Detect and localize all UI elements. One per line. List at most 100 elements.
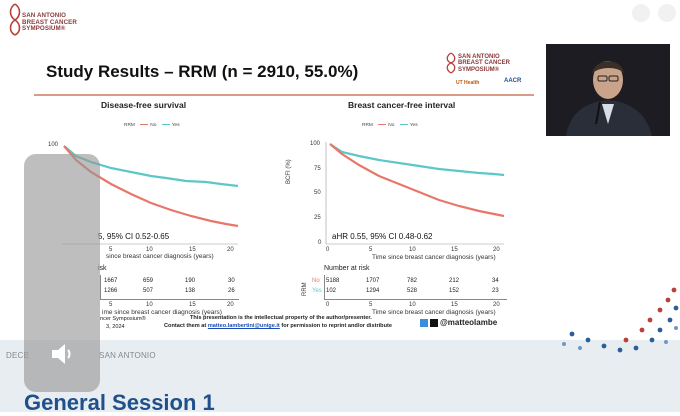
sabcs-ribbon-icon (9, 3, 21, 36)
twitter-icon (420, 318, 428, 327)
risk-cell: 26 (228, 288, 235, 294)
handle-text: @matteolambe (440, 318, 498, 327)
risk-cell: 659 (143, 278, 154, 284)
risk-cell: 5188 (326, 278, 340, 284)
risk-table (324, 275, 507, 300)
risk-table-title: isk (98, 265, 107, 272)
aacr-logo: AACR (504, 78, 522, 84)
footer-left-line: ncer Symposium® (100, 316, 146, 322)
hazard-ratio-text: aHR 0.55, 95% CI 0.48-0.62 (332, 232, 433, 241)
volume-icon[interactable] (48, 340, 76, 368)
logo-line: BREAST CANCER (22, 18, 77, 26)
risk-cell: 30 (228, 278, 235, 284)
speaker-figure (546, 44, 670, 136)
x-tick-label: 10 (409, 302, 416, 308)
banner-dateline: DECE SAN ANTONIO (6, 351, 156, 360)
y-tick-label: 100 (310, 141, 321, 147)
title-divider (34, 94, 534, 96)
copyright-line: Contact them at matteo.lambertini@unige.… (164, 323, 392, 329)
chart-legend: RRM No Yes (362, 123, 418, 128)
logo-line: SAN ANTONIO (22, 12, 67, 19)
session-title: General Session 1 (24, 390, 215, 415)
risk-axis-label: RRM (302, 282, 308, 296)
x-tick-label: 0 (326, 302, 330, 308)
x-tick-label: 20 (493, 247, 500, 253)
legend-label: RRM (362, 123, 373, 128)
footer-left-line: 3, 2024 (106, 324, 125, 330)
logo-line: BREAST CANCER (458, 60, 511, 67)
y-tick-label: 100 (48, 142, 59, 148)
x-axis-label: Time since breast cancer diagnosis (year… (372, 309, 496, 316)
risk-cell: 1266 (104, 288, 118, 294)
x-tick-label: 0 (326, 247, 330, 253)
volume-overlay[interactable] (24, 154, 100, 392)
x-tick-label: 10 (146, 247, 153, 253)
risk-table-title: Number at risk (324, 265, 370, 272)
risk-cell: 190 (185, 278, 196, 284)
y-tick-label: 0 (318, 240, 322, 246)
risk-row-label-no: No (312, 278, 320, 284)
chart-title: Breast cancer-free interval (348, 100, 456, 110)
x-tick-label: 5 (369, 302, 373, 308)
fullscreen-icon[interactable] (658, 4, 676, 22)
x-tick-label: 20 (227, 302, 234, 308)
risk-cell: 1294 (366, 288, 380, 294)
x-axis-label: since breast cancer diagnosis (years) (106, 253, 214, 260)
risk-cell: 528 (407, 288, 418, 294)
risk-row-label-yes: Yes (312, 288, 322, 294)
x-tick-label: 5 (109, 247, 113, 253)
x-tick-label: 5 (109, 302, 113, 308)
copyright-text: Contact them at (164, 323, 208, 329)
legend-no: No (150, 123, 157, 128)
legend-swatch-no (378, 123, 387, 126)
legend-swatch-no (140, 123, 149, 126)
y-tick-label: 50 (314, 190, 321, 196)
logo-line: SYMPOSIUM® (22, 25, 66, 33)
slide-title: Study Results – RRM (n = 2910, 55.0%) (46, 62, 359, 81)
risk-cell: 102 (326, 288, 337, 294)
x-tick-label: 15 (451, 247, 458, 253)
decorative-dots (562, 287, 679, 353)
chart-title: Disease-free survival (101, 100, 187, 110)
logo-line: SAN ANTONIO (458, 54, 500, 60)
banner-city: SAN ANTONIO (99, 351, 156, 360)
risk-cell: 782 (407, 278, 418, 284)
sabcs-logo: SAN ANTONIO BREAST CANCER SYMPOSIUM® (6, 2, 80, 38)
risk-cell: 1667 (104, 278, 118, 284)
risk-table (100, 275, 239, 300)
legend-yes: Yes (171, 123, 180, 128)
risk-cell: 212 (449, 278, 460, 284)
bcfi-curve-no (329, 143, 505, 218)
hazard-ratio-text: 5, 95% CI 0.52-0.65 (98, 232, 170, 241)
social-handle: @matteolambe (420, 318, 497, 327)
legend-yes: Yes (409, 123, 418, 128)
risk-cell: 138 (185, 288, 196, 294)
copyright-text: for permission to reprint and/or distrib… (279, 323, 392, 329)
y-tick-label: 25 (314, 215, 321, 221)
player-controls (624, 4, 676, 27)
sabcs-ribbon-icon (446, 52, 456, 74)
contact-email-link[interactable]: matteo.lambertini@unige.it (207, 323, 280, 329)
chart-legend: RRM No Yes (124, 123, 180, 128)
risk-cell: 507 (143, 288, 154, 294)
x-tick-label: 5 (369, 247, 373, 253)
x-axis-label: Time since breast cancer diagnosis (year… (372, 254, 496, 261)
speaker-video[interactable] (546, 44, 670, 136)
presentation-slide: Study Results – RRM (n = 2910, 55.0%) SA… (26, 42, 538, 342)
x-icon (430, 318, 438, 327)
x-tick-label: 15 (451, 302, 458, 308)
bcfi-curves (325, 142, 505, 245)
legend-swatch-yes (399, 123, 408, 126)
x-tick-label: 15 (189, 247, 196, 253)
x-tick-label: 15 (189, 302, 196, 308)
risk-cell: 1707 (366, 278, 380, 284)
x-tick-label: 20 (227, 247, 234, 253)
risk-cell: 152 (449, 288, 460, 294)
copyright-line: This presentation is the intellectual pr… (190, 315, 372, 321)
x-tick-label: 10 (409, 247, 416, 253)
y-axis-label: BCFI (%) (286, 159, 292, 184)
banner-date: DECE (6, 351, 30, 360)
settings-icon[interactable] (632, 4, 650, 22)
ut-health-logo: UT Health (456, 80, 480, 86)
slide-logos: SAN ANTONIO BREAST CANCER SYMPOSIUM® UT … (442, 50, 536, 94)
